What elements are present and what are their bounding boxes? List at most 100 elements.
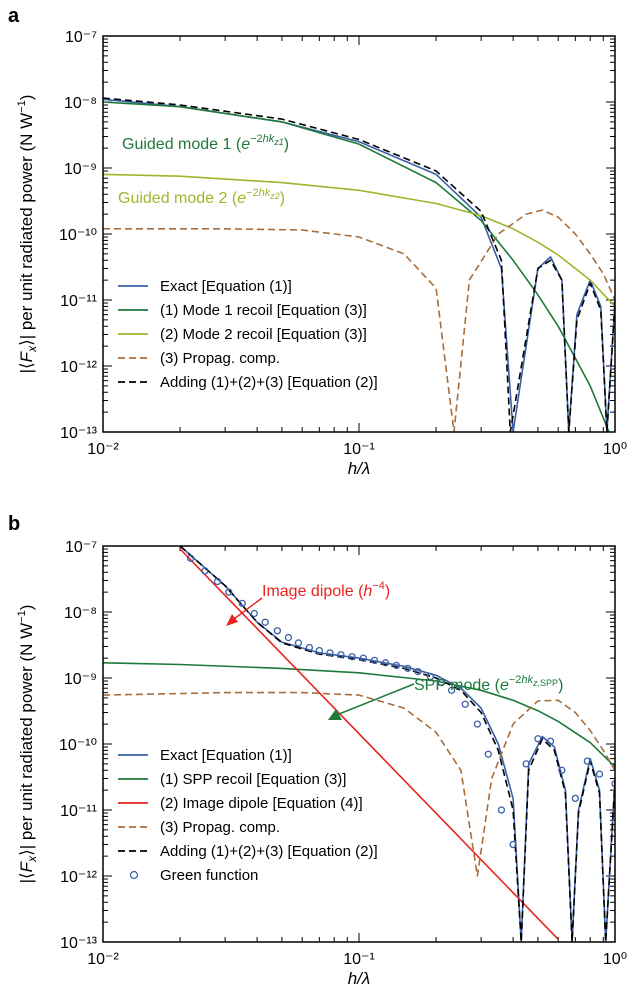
legend-label: (3) Propag. comp. — [160, 350, 280, 367]
data-point — [534, 735, 542, 743]
data-point — [571, 794, 579, 803]
series-line-1-spp-recoil-equation-3 — [103, 662, 615, 768]
series-line-1-mode-1-recoil-equation-3 — [103, 101, 610, 432]
data-point — [461, 700, 469, 708]
data-point — [484, 750, 492, 758]
series-line-3-propag-comp — [103, 209, 615, 432]
y-tick-label: 10⁻⁹ — [64, 671, 97, 688]
y-tick-label: 10⁻¹² — [60, 869, 98, 886]
data-point — [238, 599, 246, 608]
series-line-2-mode-2-recoil-equation-3 — [103, 173, 615, 307]
annotation-image-dipole: Image dipole (h−4) — [262, 580, 390, 600]
axis-ticks: 10⁻² 10⁻¹ 10⁰ 10⁻¹³ 10⁻¹² 10⁻¹¹ 10⁻¹⁰ 10⁻⁹ 10⁻⁸ 1… — [59, 539, 627, 968]
data-point — [583, 757, 592, 765]
legend-label: Exact [Equation (1)] — [160, 747, 292, 764]
y-tick-label: 10⁻⁷ — [65, 539, 97, 556]
plot-area — [103, 546, 615, 942]
data-point — [497, 806, 506, 814]
y-tick-label: 10⁻⁸ — [64, 605, 97, 622]
data-point — [326, 649, 334, 657]
plot-area — [103, 97, 615, 432]
data-point — [305, 643, 314, 652]
y-tick-label: 10⁻¹³ — [60, 935, 98, 952]
x-axis-label: h/λ — [348, 459, 371, 478]
annotation-guided-mode-1: Guided mode 1 (e−2hkz1) — [122, 133, 289, 153]
x-tick-label: 10⁻¹ — [343, 441, 375, 458]
data-point — [611, 780, 615, 788]
legend-label: (2) Mode 2 recoil [Equation (3)] — [160, 326, 367, 343]
panel-label: b — [8, 513, 20, 535]
data-point — [509, 840, 517, 849]
series-line-2-image-dipole-equation-4 — [179, 548, 559, 940]
image-dipole-arrow — [229, 597, 263, 623]
spp-mode-arrowhead — [328, 709, 342, 720]
legend-marker — [129, 870, 139, 880]
data-point — [359, 654, 368, 662]
legend-label: (3) Propag. comp. — [160, 819, 280, 836]
series-line-adding-1-2-3-equation-2 — [179, 546, 615, 942]
y-tick-label: 10⁻⁸ — [64, 95, 97, 112]
annotation-guided-mode-2: Guided mode 2 (e−2hkz2) — [118, 187, 285, 207]
y-tick-label: 10⁻¹² — [60, 359, 98, 376]
legend-label: Adding (1)+(2)+(3) [Equation (2)] — [160, 843, 378, 860]
y-axis-label: |⟨Fx⟩| per unit radiated power (N W−1) — [16, 605, 39, 884]
data-point — [370, 656, 379, 665]
plot-frame — [102, 35, 616, 433]
x-tick-label: 10⁻² — [87, 441, 119, 458]
y-tick-label: 10⁻¹¹ — [60, 293, 97, 310]
data-point — [315, 646, 323, 655]
x-tick-label: 10⁻¹ — [343, 951, 375, 968]
legend: Exact [Equation (1)] (1) SPP recoil [Equa… — [118, 747, 378, 884]
panel-a: a |⟨Fx⟩| per unit radiated power (N W−1)… — [8, 5, 627, 478]
data-point — [284, 633, 293, 642]
x-axis-label: h/λ — [348, 969, 371, 988]
data-point — [273, 627, 282, 635]
data-point — [294, 639, 303, 647]
legend-label: (1) SPP recoil [Equation (3)] — [160, 771, 346, 788]
data-point — [381, 659, 390, 667]
x-tick-label: 10⁻² — [87, 951, 119, 968]
data-point — [522, 760, 530, 768]
series-line-3-propag-comp — [103, 691, 615, 877]
data-point — [546, 737, 555, 745]
y-tick-label: 10⁻¹⁰ — [59, 737, 97, 754]
x-tick-label: 10⁰ — [603, 951, 627, 968]
data-point — [337, 651, 345, 659]
y-tick-label: 10⁻¹¹ — [60, 803, 97, 820]
annotation-spp-mode: SPP mode (e−2hkz,SPP) — [414, 674, 563, 694]
y-tick-label: 10⁻¹³ — [60, 425, 98, 442]
data-point — [225, 588, 233, 596]
data-point — [426, 672, 435, 681]
data-point — [348, 653, 356, 661]
data-point — [213, 577, 222, 586]
data-point — [447, 686, 456, 694]
spp-mode-arrow — [333, 683, 415, 717]
panel-label: a — [8, 5, 20, 27]
data-point — [392, 661, 401, 670]
data-point — [437, 679, 446, 687]
plot-frame — [102, 545, 616, 943]
data-point — [404, 664, 412, 673]
legend-label: Adding (1)+(2)+(3) [Equation (2)] — [160, 374, 378, 391]
y-tick-label: 10⁻⁹ — [64, 161, 97, 178]
series-line-adding-1-2-3-equation-2 — [103, 97, 615, 432]
panel-b: b |⟨Fx⟩| per unit radiated power (N W−1)… — [8, 513, 627, 988]
image-dipole-arrowhead — [226, 614, 238, 626]
data-point — [187, 554, 195, 562]
legend-label: Green function — [160, 867, 258, 884]
y-tick-label: 10⁻⁷ — [65, 29, 97, 46]
legend-label: (2) Image dipole [Equation (4)] — [160, 795, 363, 812]
data-point — [595, 770, 604, 778]
y-axis-label: |⟨Fx⟩| per unit radiated power (N W−1) — [16, 95, 39, 374]
data-point — [558, 766, 566, 774]
x-tick-label: 10⁰ — [603, 441, 627, 458]
y-tick-label: 10⁻¹⁰ — [59, 227, 97, 244]
data-point — [201, 567, 209, 575]
legend: Exact [Equation (1)] (1) Mode 1 recoil [E… — [118, 278, 378, 391]
axis-ticks: 10⁻² 10⁻¹ 10⁰ 10⁻¹³ 10⁻¹² 10⁻¹¹ 10⁻¹⁰ 10⁻⁹ 10⁻⁸ 1… — [59, 29, 627, 458]
legend-label: (1) Mode 1 recoil [Equation (3)] — [160, 302, 367, 319]
data-point — [414, 667, 422, 676]
data-point — [261, 618, 269, 626]
data-point — [250, 609, 258, 618]
